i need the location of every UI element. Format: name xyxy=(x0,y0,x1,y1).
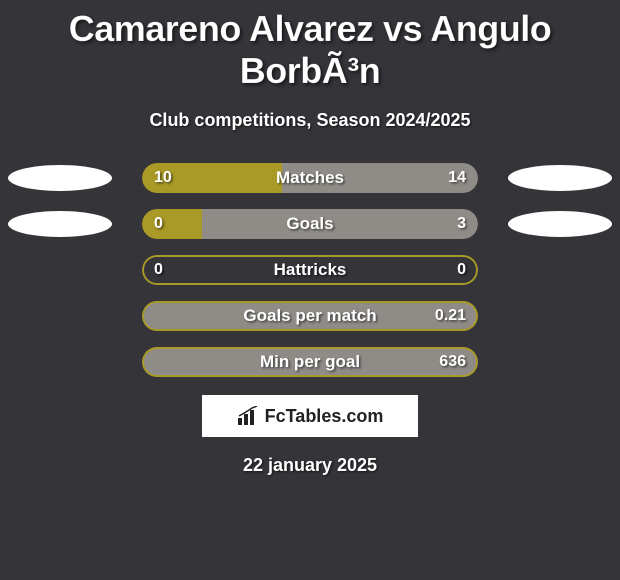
player1-marker xyxy=(8,211,112,237)
stat-row: 636 Min per goal xyxy=(0,347,620,377)
comparison-card: Camareno Alvarez vs Angulo BorbÃ³n Club … xyxy=(0,0,620,476)
player2-value: 0.21 xyxy=(435,307,466,325)
stat-label: Matches xyxy=(276,168,344,188)
page-title: Camareno Alvarez vs Angulo BorbÃ³n xyxy=(0,8,620,92)
stat-label: Min per goal xyxy=(260,352,360,372)
bar-track: 636 Min per goal xyxy=(142,347,478,377)
player2-marker xyxy=(508,211,612,237)
comparison-chart: 10 14 Matches 0 3 Goals 0 0 Hattricks 0.21 Goals p… xyxy=(0,163,620,377)
bar-track: 10 14 Matches xyxy=(142,163,478,193)
stat-row: 0 0 Hattricks xyxy=(0,255,620,285)
bar-track: 0 3 Goals xyxy=(142,209,478,239)
site-logo-box: FcTables.com xyxy=(202,395,418,437)
bar-track: 0.21 Goals per match xyxy=(142,301,478,331)
player2-marker xyxy=(508,165,612,191)
stat-row: 0.21 Goals per match xyxy=(0,301,620,331)
player2-value: 0 xyxy=(457,261,466,279)
player1-value: 10 xyxy=(154,169,172,187)
stat-row: 10 14 Matches xyxy=(0,163,620,193)
player1-value: 0 xyxy=(154,215,163,233)
player1-marker xyxy=(8,165,112,191)
stat-label: Goals per match xyxy=(243,306,376,326)
player2-value: 14 xyxy=(448,169,466,187)
stat-label: Hattricks xyxy=(274,260,347,280)
subtitle: Club competitions, Season 2024/2025 xyxy=(0,110,620,131)
player1-value: 0 xyxy=(154,261,163,279)
player2-value: 3 xyxy=(457,215,466,233)
bar-track: 0 0 Hattricks xyxy=(142,255,478,285)
site-name: FcTables.com xyxy=(265,406,384,427)
player2-value: 636 xyxy=(439,353,466,371)
stat-label: Goals xyxy=(286,214,333,234)
chart-icon xyxy=(237,406,259,426)
stat-row: 0 3 Goals xyxy=(0,209,620,239)
snapshot-date: 22 january 2025 xyxy=(0,455,620,476)
